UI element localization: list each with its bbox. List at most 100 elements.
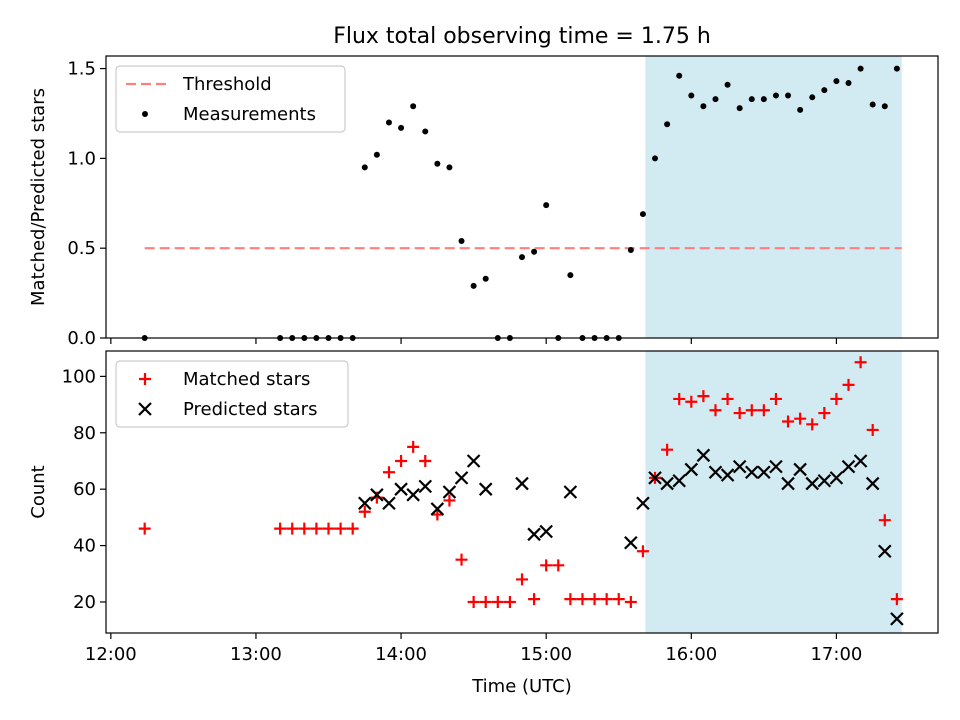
- data-point: [841, 459, 856, 474]
- data-point: [567, 272, 574, 279]
- data-point: [624, 535, 638, 550]
- series-matched-stars: [138, 356, 903, 608]
- data-point: [503, 595, 516, 608]
- chart-title: Flux total observing time = 1.75 h: [333, 24, 711, 49]
- data-point: [865, 476, 880, 491]
- data-point: [672, 473, 686, 488]
- data-point: [470, 282, 477, 289]
- legend-label: Predicted stars: [183, 399, 317, 420]
- x-tick-label: 13:00: [230, 644, 282, 665]
- data-point: [361, 164, 368, 171]
- data-point: [454, 471, 469, 485]
- x-tick-label: 17:00: [810, 644, 862, 665]
- data-point: [531, 248, 538, 255]
- data-point: [769, 459, 783, 474]
- data-point: [857, 65, 864, 72]
- data-point: [833, 78, 840, 85]
- y-tick-label: 1.5: [67, 59, 96, 80]
- legend-label: Matched stars: [183, 369, 310, 390]
- data-point: [639, 211, 646, 218]
- legend-marker: [138, 402, 152, 416]
- data-point: [418, 479, 433, 494]
- data-point: [757, 404, 770, 417]
- data-point: [395, 454, 408, 467]
- data-point: [805, 476, 820, 491]
- data-point: [334, 522, 347, 535]
- data-point: [757, 465, 771, 480]
- data-point: [422, 128, 429, 135]
- data-point: [878, 514, 891, 527]
- data-point: [845, 79, 852, 86]
- data-point: [733, 407, 746, 420]
- data-point: [712, 96, 719, 103]
- data-point: [446, 164, 453, 171]
- x-tick-label: 14:00: [375, 644, 427, 665]
- data-point: [660, 476, 674, 491]
- x-tick-label: 15:00: [520, 644, 572, 665]
- data-point: [781, 476, 795, 491]
- legend-marker: [139, 373, 151, 385]
- data-point: [515, 476, 529, 491]
- y-axis-label: Count: [28, 465, 49, 518]
- data-point: [696, 448, 711, 463]
- top-legend: Threshold Measurements: [115, 65, 346, 133]
- data-point: [370, 488, 384, 502]
- top-shaded-region: [645, 56, 902, 338]
- data-point: [809, 94, 816, 101]
- data-point: [516, 573, 528, 586]
- y-tick-label: 1.0: [67, 148, 96, 169]
- data-point: [322, 522, 335, 535]
- data-point: [736, 105, 743, 112]
- data-point: [527, 527, 541, 542]
- data-point: [410, 103, 417, 110]
- top-panel: 0.0 0.5 1.0 1.5 Matched/Predicted stars Thres…: [28, 55, 939, 349]
- data-point: [688, 92, 695, 99]
- top-axes-frame: [105, 55, 939, 339]
- data-point: [479, 595, 492, 608]
- data-point: [700, 103, 707, 110]
- data-point: [624, 595, 637, 608]
- data-point: [382, 496, 396, 511]
- data-point: [685, 395, 698, 408]
- data-point: [358, 505, 371, 518]
- x-tick-label: 12:00: [85, 644, 137, 665]
- y-tick-label: 0.5: [67, 238, 96, 259]
- bottom-axes-frame: [105, 350, 939, 634]
- data-point: [869, 101, 876, 108]
- legend-box: [115, 360, 349, 428]
- data-point: [782, 415, 795, 428]
- data-point: [373, 151, 380, 158]
- legend-label: Measurements: [183, 104, 316, 125]
- data-point: [431, 508, 444, 521]
- data-point: [385, 119, 392, 126]
- data-point: [274, 522, 287, 535]
- data-point: [853, 454, 868, 468]
- x-axis-label: Time (UTC): [471, 676, 572, 697]
- data-point: [817, 473, 832, 488]
- data-point: [540, 559, 553, 572]
- data-point: [806, 418, 819, 431]
- data-point: [772, 92, 779, 99]
- data-point: [564, 593, 577, 606]
- data-point: [443, 494, 456, 507]
- data-point: [466, 454, 481, 468]
- data-point: [430, 502, 445, 516]
- series-predicted-stars: [358, 448, 904, 626]
- data-point: [398, 124, 405, 131]
- bottom-shaded-region: [645, 351, 902, 633]
- data-point: [346, 522, 359, 535]
- data-point: [406, 488, 420, 502]
- data-point: [830, 392, 843, 405]
- data-point: [745, 404, 758, 417]
- data-point: [543, 202, 550, 209]
- data-point: [821, 87, 828, 94]
- y-tick-label: 80: [73, 423, 96, 444]
- data-point: [890, 593, 903, 606]
- data-point: [138, 522, 151, 535]
- data-point: [519, 254, 525, 261]
- data-point: [652, 155, 659, 162]
- data-point: [893, 65, 900, 72]
- data-point: [434, 160, 441, 167]
- data-point: [797, 106, 804, 113]
